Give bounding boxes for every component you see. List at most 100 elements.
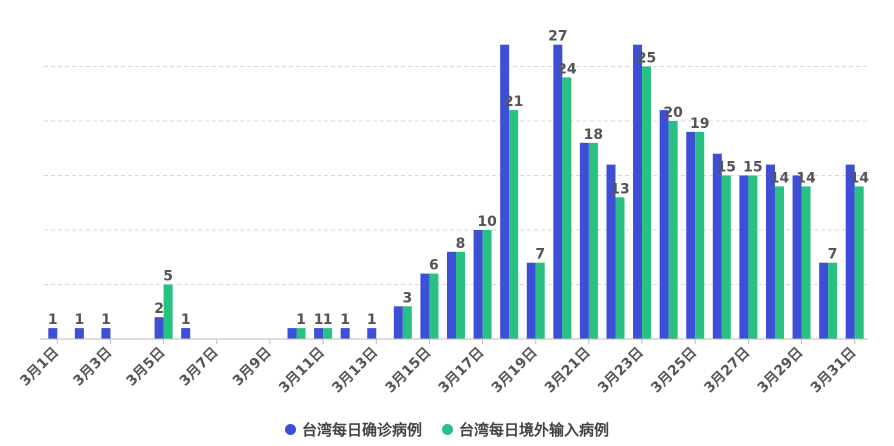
data-label: 1 — [101, 312, 111, 328]
data-label: 7 — [535, 247, 545, 263]
data-label: 19 — [690, 116, 709, 132]
x-axis: 3月1日 3月3日 3月5日 3月7日 3月9日 3月11日 3月13日 3月15日 3月17日… — [17, 338, 868, 397]
bar-series2[interactable] — [748, 175, 758, 340]
bar-series1[interactable] — [792, 175, 802, 340]
bar-series2[interactable] — [509, 110, 519, 339]
data-label: 1 — [314, 312, 324, 328]
bar-series1[interactable] — [181, 328, 191, 339]
data-label: 21 — [504, 94, 523, 110]
bar-series1[interactable] — [579, 142, 589, 339]
bar-series1[interactable] — [765, 164, 775, 339]
x-tick-label: 3月19日 — [489, 345, 541, 397]
x-tick-label: 3月21日 — [542, 345, 594, 397]
legend-label-series1: 台湾每日确诊病例 — [301, 420, 422, 439]
bar-series1[interactable] — [393, 306, 403, 339]
data-label: 20 — [663, 105, 683, 121]
data-label: 1 — [296, 312, 306, 328]
legend-item-series1[interactable]: 台湾每日确诊病例 — [284, 419, 422, 440]
bar-series2[interactable] — [402, 306, 412, 339]
bar-series2[interactable] — [854, 186, 864, 339]
bar-series2[interactable] — [456, 251, 465, 339]
bar-series1[interactable] — [712, 153, 722, 339]
bar-series1[interactable] — [686, 131, 696, 339]
data-label: 1 — [340, 312, 350, 328]
bar-series1[interactable] — [526, 262, 536, 339]
x-tick-label: 3月15日 — [382, 345, 434, 397]
bar-series1[interactable] — [48, 328, 58, 339]
data-label: 1 — [48, 312, 58, 328]
bar-series2[interactable] — [774, 186, 784, 339]
bar-series2[interactable] — [482, 230, 492, 339]
x-tick-label: 3月31日 — [808, 345, 860, 397]
x-tick-label: 3月17日 — [436, 345, 488, 397]
bar-series1[interactable] — [819, 262, 829, 339]
data-label: 2 — [154, 301, 164, 317]
legend-marker-series2 — [442, 423, 453, 435]
data-label: 15 — [717, 160, 736, 176]
x-tick-label: 3月5日 — [124, 345, 169, 390]
bar-series2[interactable] — [615, 197, 625, 339]
bar-series1[interactable] — [739, 175, 749, 340]
x-tick-label: 3月9日 — [230, 345, 275, 390]
data-label: 14 — [770, 170, 790, 186]
bar-series2[interactable] — [642, 66, 652, 340]
data-label: 14 — [849, 170, 869, 186]
bar-series1[interactable] — [420, 273, 430, 339]
bar-series2[interactable] — [828, 262, 838, 339]
data-label: 25 — [637, 51, 656, 67]
bar-series1[interactable] — [633, 44, 643, 339]
bar-series1[interactable] — [314, 328, 324, 339]
bar-series1[interactable] — [500, 44, 510, 339]
bar-series2[interactable] — [668, 121, 678, 339]
bar-series1[interactable] — [553, 44, 563, 339]
data-label: 1 — [181, 312, 191, 328]
bar-series2[interactable] — [535, 262, 545, 339]
bar-series2[interactable] — [695, 131, 705, 339]
x-tick-label: 3月3日 — [70, 345, 115, 390]
legend-item-series2[interactable]: 台湾每日境外输入病例 — [442, 419, 609, 440]
x-tick-label: 3月29日 — [755, 345, 807, 397]
bar-series2[interactable] — [588, 142, 598, 339]
x-tick-label: 3月11日 — [276, 345, 328, 397]
data-label: 5 — [163, 269, 173, 285]
bar-series2[interactable] — [801, 186, 811, 339]
bar-series2[interactable] — [562, 77, 572, 340]
data-label: 27 — [548, 29, 567, 45]
bar-series1[interactable] — [367, 328, 377, 339]
bar-series1[interactable] — [659, 110, 669, 339]
x-tick-label: 3月13日 — [329, 345, 381, 397]
bar-series2[interactable] — [323, 328, 333, 339]
bar-series2[interactable] — [163, 284, 173, 340]
data-label: 8 — [456, 236, 466, 252]
x-tick-label: 3月23日 — [595, 345, 647, 397]
bar-series1[interactable] — [447, 251, 456, 339]
bar-series1[interactable] — [74, 328, 84, 339]
bar-series2[interactable] — [721, 175, 731, 340]
bar-series1[interactable] — [287, 328, 297, 339]
legend-marker-series1 — [284, 423, 296, 435]
bar-series1[interactable] — [340, 328, 350, 339]
x-tick-label: 3月25日 — [648, 345, 700, 397]
x-tick-label: 3月1日 — [17, 345, 62, 390]
bar-series2[interactable] — [296, 328, 306, 339]
data-label: 14 — [796, 170, 816, 186]
data-label: 6 — [429, 258, 439, 274]
bar-series1[interactable] — [154, 317, 164, 339]
data-label: 24 — [557, 61, 577, 77]
bars — [48, 44, 864, 340]
bar-series1[interactable] — [606, 164, 616, 339]
data-label: 18 — [584, 127, 603, 143]
legend-label-series2: 台湾每日境外输入病例 — [459, 420, 610, 439]
data-label: 7 — [828, 247, 838, 263]
bar-series1[interactable] — [101, 328, 111, 339]
bar-series2[interactable] — [429, 273, 439, 339]
data-label: 3 — [402, 290, 412, 306]
data-label: 1 — [367, 312, 377, 328]
bar-series1[interactable] — [473, 230, 483, 339]
data-label: 15 — [743, 160, 762, 176]
bar-series1[interactable] — [845, 164, 855, 339]
x-tick-label: 3月7日 — [177, 345, 222, 390]
data-label: 10 — [477, 214, 497, 230]
